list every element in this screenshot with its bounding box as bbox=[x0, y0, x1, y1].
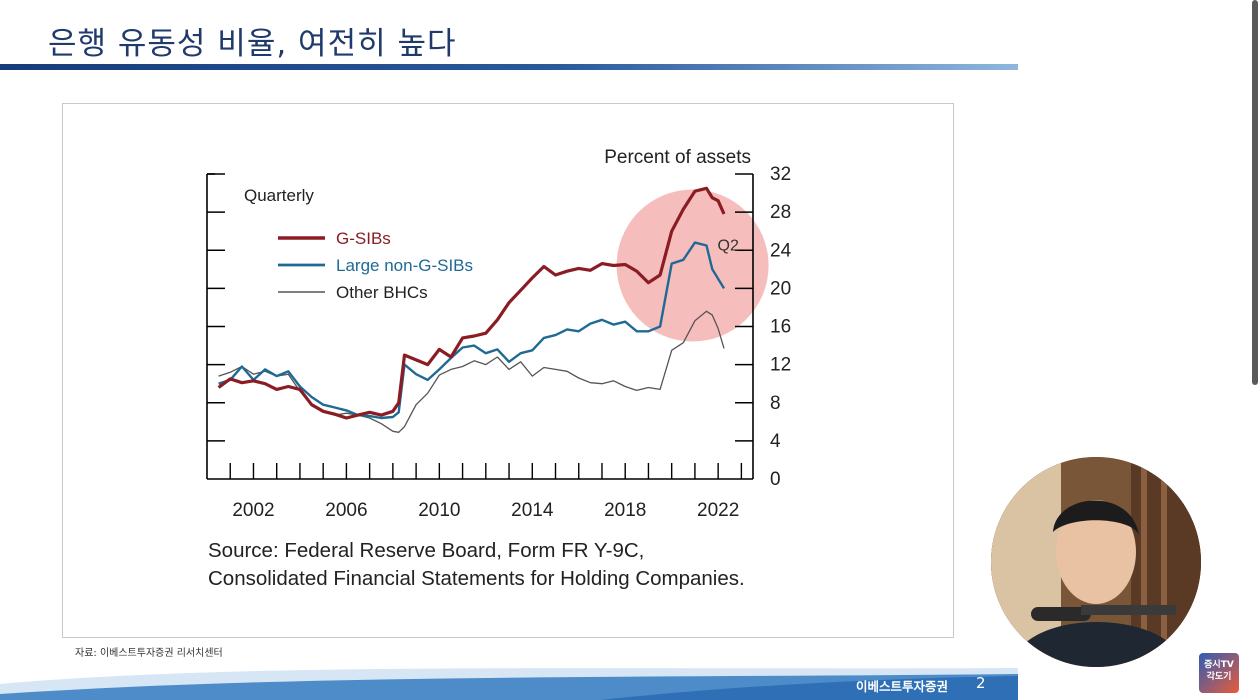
x-tick-label: 2002 bbox=[232, 500, 274, 521]
y-tick-label: 20 bbox=[770, 278, 791, 299]
chart-source: Source: Federal Reserve Board, Form FR Y… bbox=[208, 539, 745, 590]
x-tick-label: 2010 bbox=[418, 500, 460, 521]
page-number: 2 bbox=[976, 674, 986, 692]
legend-label: Large non-G-SIBs bbox=[336, 256, 473, 275]
slide-footnote: 자료: 이베스트투자증권 리서치센터 bbox=[75, 648, 223, 659]
series-line-2 bbox=[218, 310, 725, 433]
y-tick-label: 24 bbox=[770, 240, 792, 261]
frequency-label: Quarterly bbox=[244, 186, 314, 205]
legend-label: G-SIBs bbox=[336, 229, 391, 248]
liquidity-chart: 0 4 8 12 16 20 24 28 32 2002 2006 2010 2014 2018 2022 P… bbox=[206, 147, 792, 521]
title-rule bbox=[0, 64, 1018, 70]
footer-company: 이베스트투자증권 bbox=[856, 679, 949, 694]
presenter-image bbox=[991, 457, 1201, 667]
annotation-q2: Q2 bbox=[718, 237, 739, 254]
chart-frame: 0 4 8 12 16 20 24 28 32 2002 2006 2010 2014 2018 2022 P… bbox=[62, 103, 954, 638]
y-tick-label: 4 bbox=[770, 431, 781, 452]
y-axis-label: Percent of assets bbox=[604, 147, 751, 168]
series-line-1 bbox=[218, 241, 726, 420]
webcam-overlay bbox=[989, 455, 1203, 669]
y-tick-label: 0 bbox=[770, 469, 781, 490]
y-tick-label: 8 bbox=[770, 393, 781, 414]
footer-wave bbox=[0, 668, 1018, 700]
y-tick-label: 32 bbox=[770, 164, 791, 185]
channel-logo: 증시TV 각도기 bbox=[1199, 653, 1239, 693]
x-tick-label: 2022 bbox=[697, 500, 739, 521]
slide-title: 은행 유동성 비율, 여전히 높다 bbox=[48, 26, 457, 62]
x-tick-label: 2014 bbox=[511, 500, 554, 521]
highlight-circle bbox=[616, 189, 769, 342]
scrollbar[interactable] bbox=[1252, 0, 1258, 385]
series-line-0 bbox=[217, 186, 726, 420]
y-tick-label: 12 bbox=[770, 355, 791, 376]
legend-label: Other BHCs bbox=[336, 283, 428, 302]
y-tick-label: 16 bbox=[770, 317, 791, 338]
x-tick-label: 2006 bbox=[325, 500, 367, 521]
y-tick-label: 28 bbox=[770, 202, 791, 223]
x-tick-label: 2018 bbox=[604, 500, 646, 521]
